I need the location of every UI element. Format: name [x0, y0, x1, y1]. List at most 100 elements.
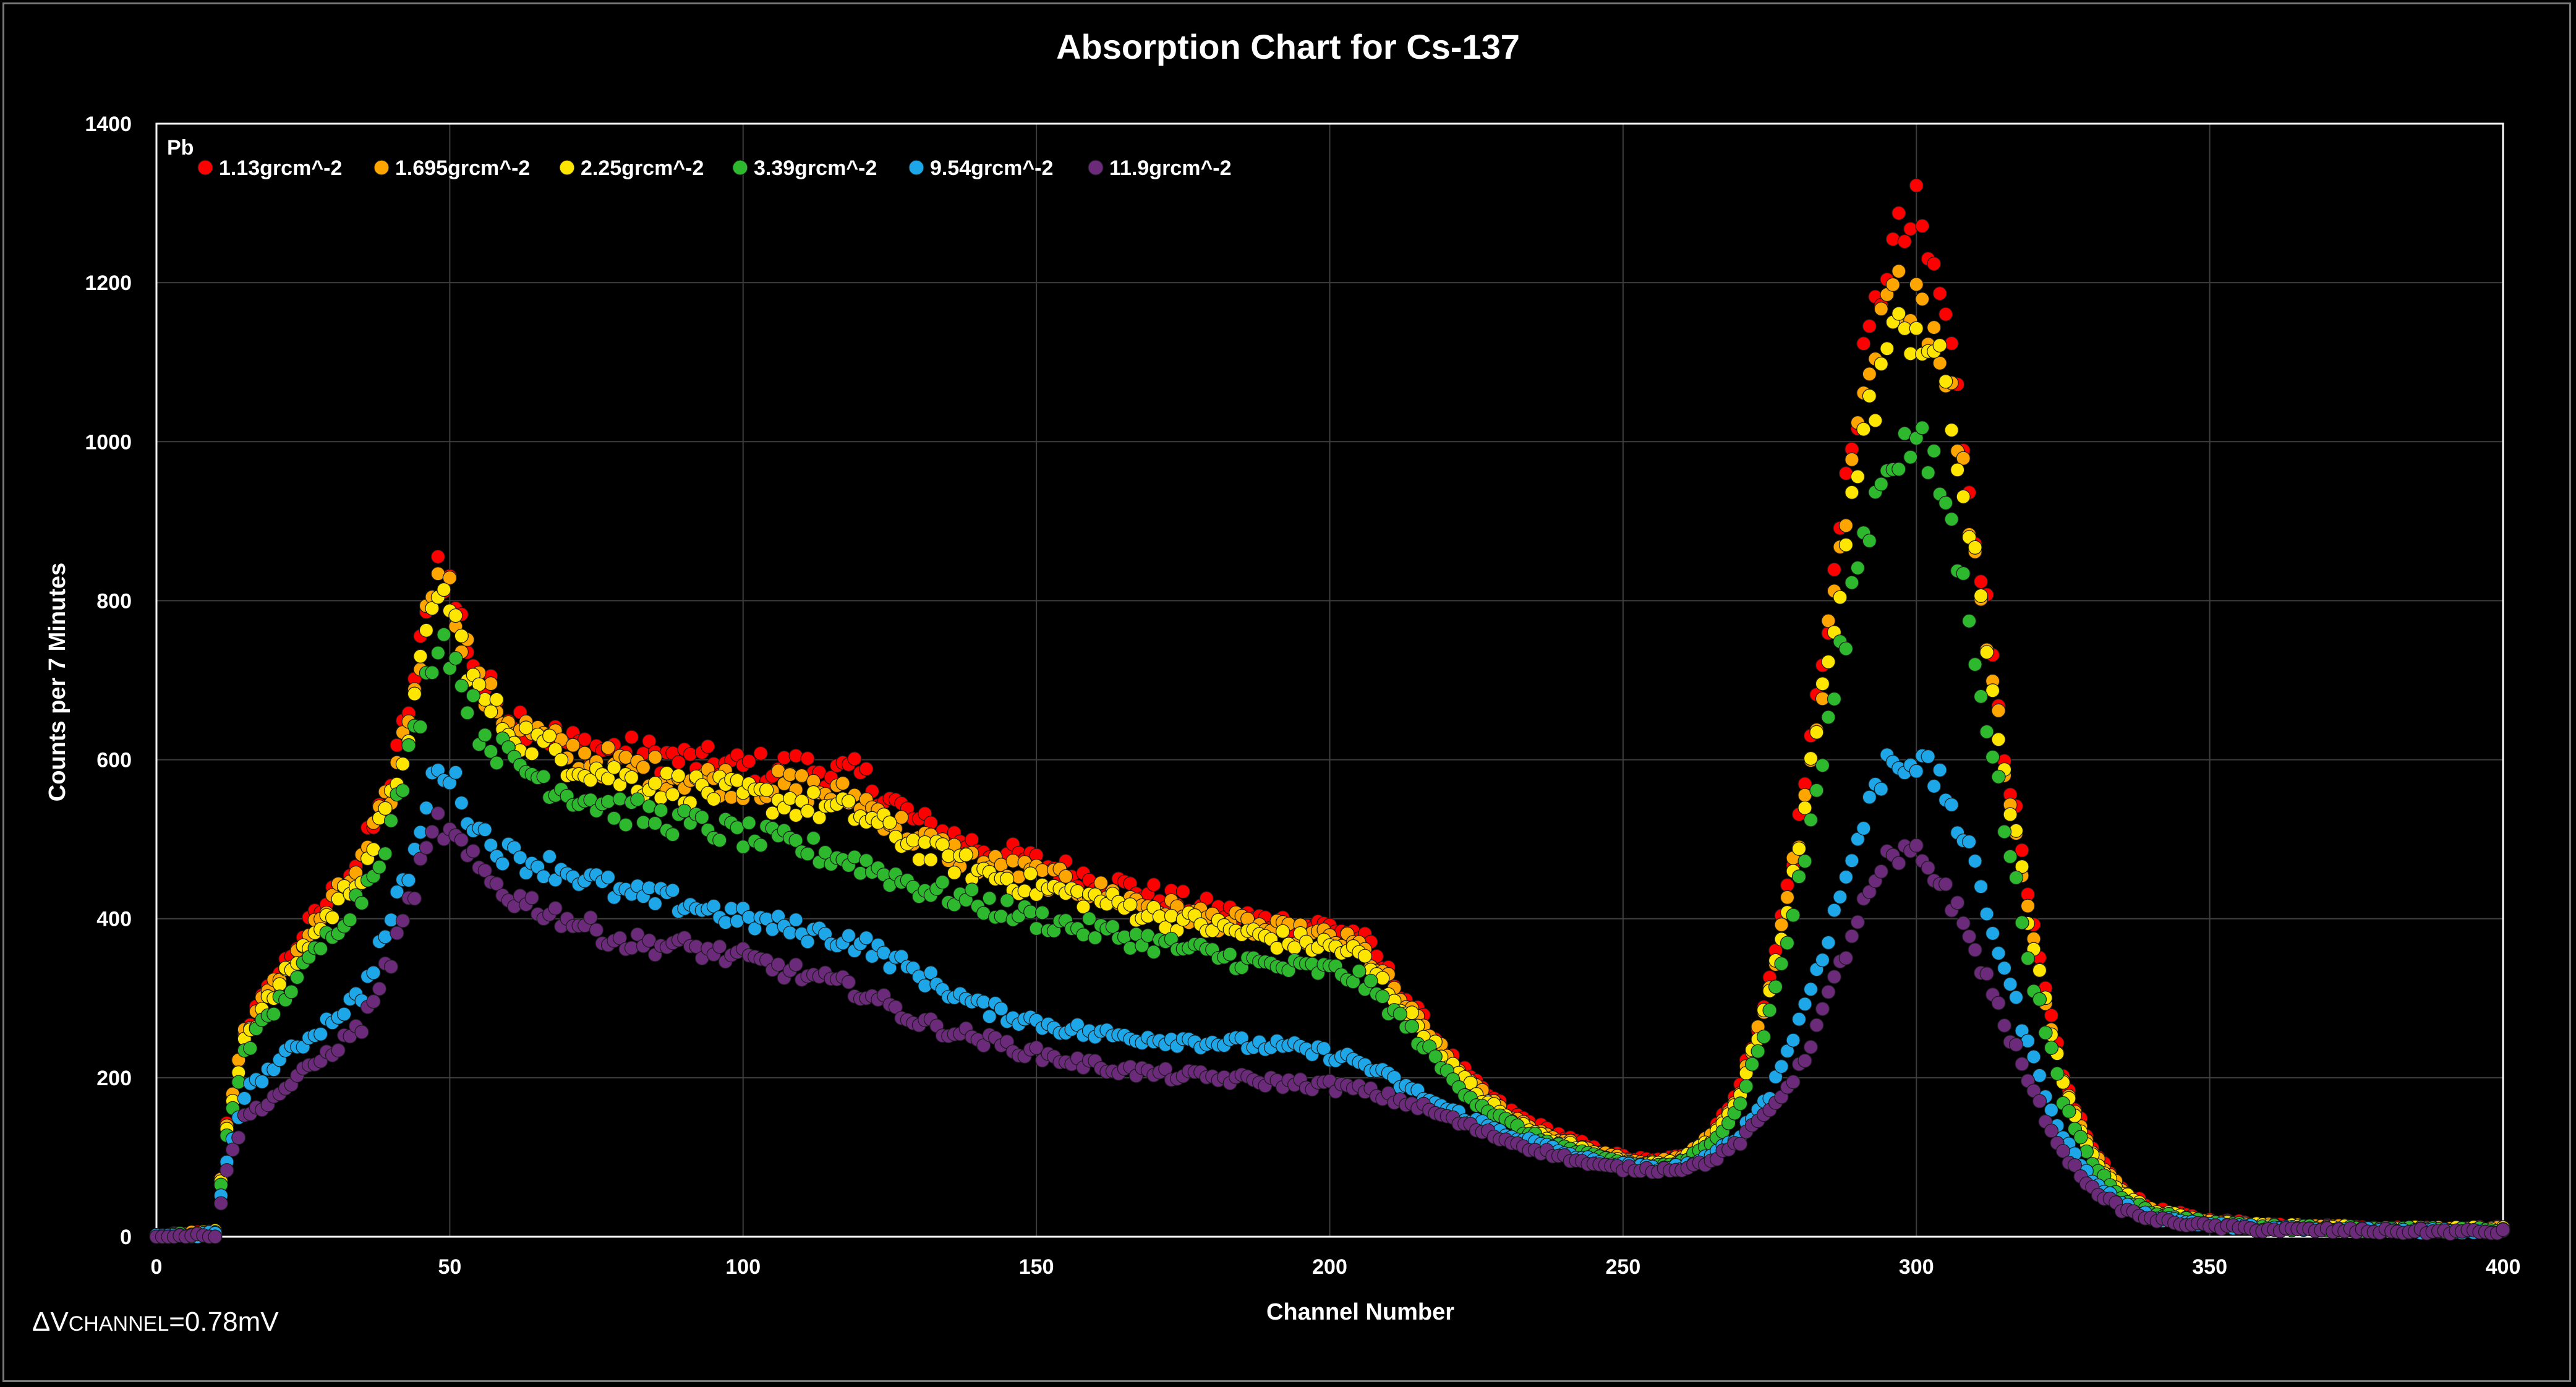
note-prefix: ΔV [32, 1307, 69, 1337]
data-point [800, 934, 815, 949]
data-point [1874, 782, 1888, 796]
data-point [1733, 1096, 1748, 1111]
data-point [1774, 956, 1789, 971]
data-point [1029, 921, 1044, 936]
data-point [1885, 232, 1900, 247]
data-point [800, 804, 815, 819]
data-point [1845, 853, 1859, 868]
data-point [618, 817, 633, 832]
data-point [325, 910, 340, 925]
data-point [2015, 915, 2029, 930]
data-point [425, 601, 440, 616]
data-point [1856, 422, 1871, 437]
data-point [1997, 824, 2012, 839]
data-point [2026, 1049, 2041, 1064]
data-point [1891, 462, 1906, 477]
data-point [430, 806, 446, 821]
data-point [1997, 1018, 2012, 1033]
data-point [243, 1041, 258, 1056]
channel-voltage-note: ΔVCHANNEL=0.78mV [32, 1307, 279, 1337]
data-point [859, 931, 874, 945]
data-point [390, 884, 404, 900]
data-point [208, 1229, 223, 1244]
data-point [1798, 1053, 1812, 1068]
data-point [777, 750, 791, 765]
data-point [466, 843, 480, 858]
data-point [454, 795, 469, 811]
data-point [1921, 860, 1935, 876]
data-point [1956, 566, 1971, 581]
data-point [2008, 870, 2024, 885]
legend-marker [559, 160, 575, 176]
data-point [1803, 813, 1819, 827]
data-point [1809, 783, 1824, 798]
data-point [366, 994, 381, 1009]
data-point [1798, 800, 1812, 816]
data-point [1827, 691, 1842, 706]
data-point [894, 810, 909, 825]
x-axis-label: Channel Number [1266, 1299, 1454, 1325]
data-point [401, 738, 416, 753]
data-point [1874, 477, 1888, 492]
y-tick-label: 400 [96, 908, 132, 931]
data-point [366, 965, 381, 980]
data-point [1874, 356, 1888, 372]
x-tick-label: 50 [438, 1255, 461, 1279]
data-point [1838, 641, 1853, 656]
data-point [859, 853, 874, 868]
data-point [331, 1043, 346, 1058]
data-point [1944, 336, 1959, 351]
data-point [1921, 749, 1935, 764]
data-point [1780, 890, 1795, 905]
data-point [448, 651, 463, 666]
data-point [354, 895, 369, 911]
data-point [1974, 689, 1989, 704]
data-point [630, 927, 645, 942]
data-point [1991, 732, 2006, 747]
data-point [383, 813, 399, 828]
data-point [1845, 485, 1859, 500]
data-point [1146, 945, 1161, 960]
data-point [2003, 977, 2018, 992]
data-point [783, 791, 798, 806]
data-point [965, 882, 979, 897]
data-point [1956, 451, 1971, 466]
data-point [448, 608, 463, 623]
data-point [220, 1163, 234, 1178]
data-point [1363, 973, 1378, 988]
data-point [2015, 1057, 2029, 1072]
data-point [484, 838, 498, 853]
data-point [372, 860, 387, 874]
data-point [2496, 1223, 2510, 1237]
data-point [647, 776, 663, 791]
legend-entry: 1.13grcm^-2 [219, 156, 342, 180]
data-point [1815, 758, 1830, 773]
data-point [430, 646, 446, 660]
data-point [1076, 900, 1091, 915]
data-point [1798, 854, 1812, 869]
data-point [1968, 853, 1982, 869]
legend-marker [732, 160, 748, 176]
y-tick-label: 0 [120, 1226, 132, 1249]
data-point [1856, 336, 1871, 351]
data-point [442, 570, 457, 586]
legend-marker [1088, 160, 1104, 176]
data-point [1803, 982, 1819, 997]
data-point [489, 692, 504, 707]
data-point [1821, 613, 1836, 628]
data-point [1762, 1003, 1777, 1018]
data-point [659, 766, 675, 780]
data-point [589, 923, 604, 937]
data-point [454, 832, 469, 847]
data-point [1856, 821, 1871, 836]
data-point [1809, 725, 1824, 740]
data-point [1915, 420, 1930, 435]
data-point [1123, 897, 1138, 912]
data-point [935, 875, 950, 890]
data-point [454, 678, 469, 693]
legend-entry: 1.695grcm^-2 [395, 156, 530, 180]
x-tick-label: 350 [2192, 1255, 2227, 1279]
data-point [647, 750, 663, 765]
y-tick-label: 800 [96, 589, 132, 613]
